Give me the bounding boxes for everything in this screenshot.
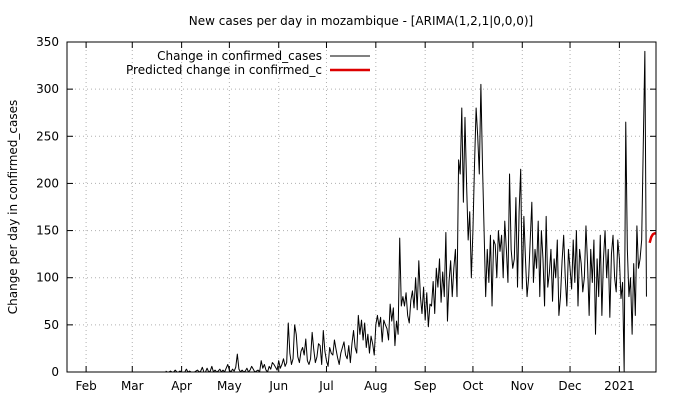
y-tick-label: 150 — [36, 224, 59, 238]
x-tick-label: Dec — [558, 379, 581, 393]
y-tick-label: 350 — [36, 35, 59, 49]
x-ticks: Feb Mar Apr May Jun Jul Aug Sep Oct Nov Dec 2021 — [75, 42, 635, 393]
y-tick-label: 300 — [36, 82, 59, 96]
x-tick-label: Mar — [121, 379, 144, 393]
x-tick-label: Aug — [364, 379, 387, 393]
x-tick-label: 2021 — [604, 379, 635, 393]
y-axis-label: Change per day in confirmed_cases — [6, 100, 20, 315]
x-tick-label: May — [217, 379, 242, 393]
y-tick-label: 250 — [36, 129, 59, 143]
legend-label: Change in confirmed_cases — [157, 49, 322, 63]
series — [165, 50, 656, 373]
series-line-predicted — [648, 232, 656, 244]
x-tick-label: Oct — [463, 379, 484, 393]
y-ticks: 0 50 100 150 200 250 300 350 — [36, 35, 656, 379]
legend-label: Predicted change in confirmed_c — [126, 63, 322, 77]
y-tick-label: 100 — [36, 271, 59, 285]
y-tick-label: 200 — [36, 176, 59, 190]
chart-title: New cases per day in mozambique - [ARIMA… — [189, 14, 533, 28]
y-tick-label: 50 — [44, 318, 59, 332]
plot-frame — [66, 41, 657, 373]
x-tick-label: Jul — [318, 379, 333, 393]
x-tick-label: Apr — [171, 379, 192, 393]
y-tick-label: 0 — [51, 365, 59, 379]
series-line-confirmed-cases — [165, 50, 647, 373]
x-tick-label: Jun — [268, 379, 288, 393]
x-tick-label: Feb — [75, 379, 96, 393]
x-tick-label: Nov — [511, 379, 534, 393]
x-tick-label: Sep — [414, 379, 437, 393]
